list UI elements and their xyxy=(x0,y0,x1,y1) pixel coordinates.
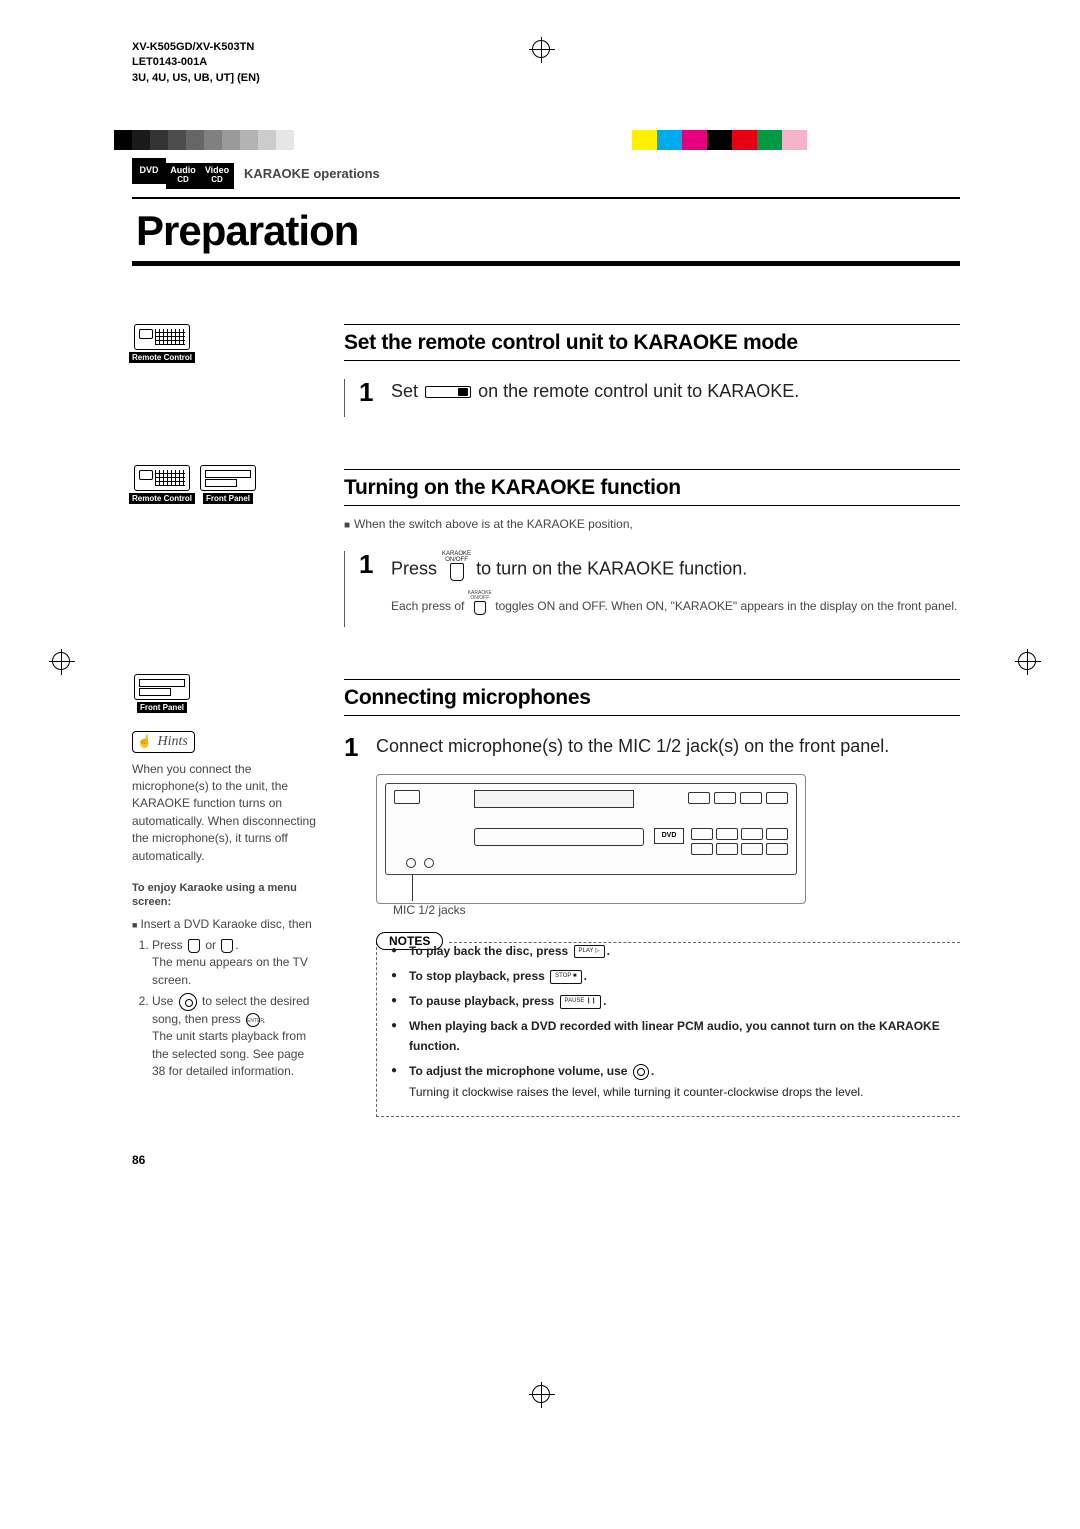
hints-body: When you connect the microphone(s) to th… xyxy=(132,761,320,865)
notes-box: NOTES To play back the disc, press PLAY … xyxy=(376,942,960,1117)
playback-button-icon: PLAY ▷ xyxy=(574,945,605,959)
hints-list: ■Insert a DVD Karaoke disc, then Press o… xyxy=(132,916,320,1081)
section2-step: 1 Press KARAOKE ON/OFF to turn on the KA… xyxy=(344,551,960,627)
step-number: 1 xyxy=(359,379,377,405)
step-number: 1 xyxy=(359,551,377,615)
menu-button-icon xyxy=(188,939,200,953)
color-calibration-strip xyxy=(632,130,832,150)
power-button-icon xyxy=(394,790,420,804)
page-number: 86 xyxy=(132,1153,960,1167)
section1-heading: Set the remote control unit to KARAOKE m… xyxy=(344,324,960,361)
panel-caption2: Front Panel xyxy=(137,702,187,713)
title-button-icon xyxy=(221,939,233,953)
section2-heading: Turning on the KARAOKE function xyxy=(344,469,960,506)
page-title: Preparation xyxy=(136,207,956,255)
registration-mark-icon xyxy=(52,652,70,670)
hints-bullet: Insert a DVD Karaoke disc, then xyxy=(140,917,311,931)
registration-mark-icon xyxy=(532,1385,550,1403)
registration-mark-icon xyxy=(532,40,550,58)
disc-tray-icon xyxy=(474,828,644,846)
hints-title: Hints xyxy=(157,734,187,749)
mode-switch-icon xyxy=(425,386,471,398)
remote-control-icon xyxy=(134,465,190,491)
registration-mark-icon xyxy=(1018,652,1036,670)
notes-item: To stop playback, press STOP ■. xyxy=(391,967,960,986)
page-title-box: Preparation xyxy=(132,197,960,266)
step-text: Connect microphone(s) to the MIC 1/2 jac… xyxy=(376,734,960,758)
enter-button-icon: ENTER xyxy=(246,1013,260,1027)
format-badge: VideoCD xyxy=(200,163,234,189)
section2-prenote: ■When the switch above is at the KARAOKE… xyxy=(344,516,960,533)
dvd-logo-icon: DVD xyxy=(654,828,684,844)
mic-jacks-icon xyxy=(406,858,434,868)
step-number: 1 xyxy=(344,734,362,1118)
context-icons-3: Front Panel xyxy=(132,674,320,713)
hints-badge: Hints xyxy=(132,731,195,753)
remote-caption: Remote Control xyxy=(129,352,195,363)
mic-level-knob-icon xyxy=(633,1064,649,1080)
notes-item: To pause playback, press PAUSE ❙❙. xyxy=(391,992,960,1011)
grayscale-calibration-strip xyxy=(114,130,294,150)
dpad-icon xyxy=(179,993,197,1011)
notes-list: To play back the disc, press PLAY ▷. To s… xyxy=(391,942,960,1102)
context-icons-2: Remote Control Front Panel xyxy=(132,465,320,504)
step-text: Press KARAOKE ON/OFF to turn on the KARA… xyxy=(391,551,957,581)
notes-item: To adjust the microphone volume, use .Tu… xyxy=(391,1062,960,1102)
step-text: Set on the remote control unit to KARAOK… xyxy=(391,379,799,403)
playback-button-icon: STOP ■ xyxy=(550,970,581,984)
karaoke-onoff-button-icon xyxy=(474,601,486,615)
karaoke-onoff-button-icon xyxy=(450,563,464,581)
hints-subheading: To enjoy Karaoke using a menu screen: xyxy=(132,881,320,910)
section3-step: 1 Connect microphone(s) to the MIC 1/2 j… xyxy=(344,734,960,1130)
format-badges-row: DVDAudioCDVideoCD KARAOKE operations xyxy=(132,158,960,188)
notes-item: When playing back a DVD recorded with li… xyxy=(391,1017,960,1055)
front-panel-icon xyxy=(134,674,190,700)
front-panel-icon xyxy=(200,465,256,491)
remote-caption2: Remote Control xyxy=(129,493,195,504)
section3-heading: Connecting microphones xyxy=(344,679,960,716)
notes-item: To play back the disc, press PLAY ▷. xyxy=(391,942,960,961)
section-label: KARAOKE operations xyxy=(244,166,380,181)
figure-label: MIC 1/2 jacks xyxy=(393,903,466,917)
format-badge: AudioCD xyxy=(166,163,200,189)
code-line: LET0143-001A xyxy=(132,55,960,70)
section1-step: 1 Set on the remote control unit to KARA… xyxy=(344,379,960,417)
device-front-panel-figure: DVD MIC 1/2 jacks xyxy=(376,774,806,904)
playback-button-icon: PAUSE ❙❙ xyxy=(560,995,602,1009)
format-badge: DVD xyxy=(132,158,166,184)
panel-caption: Front Panel xyxy=(203,493,253,504)
display-window-icon xyxy=(474,790,634,808)
leader-line xyxy=(412,875,413,901)
context-icons-1: Remote Control xyxy=(132,324,320,363)
region-line: 3U, 4U, US, UB, UT] (EN) xyxy=(132,71,960,86)
step-detail: Each press of KARAOKE ON/OFF toggles ON … xyxy=(391,591,957,615)
remote-control-icon xyxy=(134,324,190,350)
